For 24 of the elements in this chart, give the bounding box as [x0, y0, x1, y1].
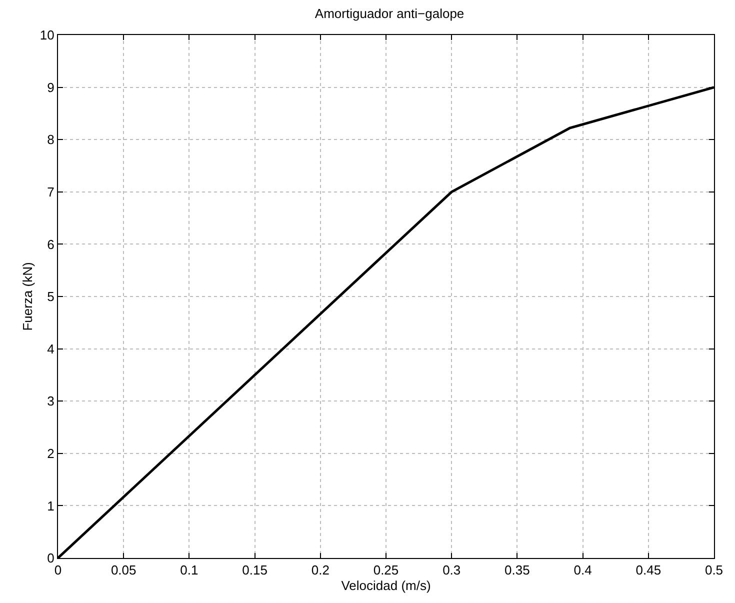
y-tick-label: 0 [47, 550, 54, 566]
y-tick-label: 1 [47, 498, 54, 514]
y-tick-label: 7 [47, 184, 54, 200]
x-tick-label: 0.5 [704, 562, 724, 578]
y-tick-label: 8 [47, 132, 54, 148]
x-tick-label: 0.3 [442, 562, 461, 578]
x-tick-label: 0.4 [574, 562, 592, 578]
x-tick-label: 0.15 [242, 562, 268, 578]
x-tick-label: 0.35 [504, 562, 530, 578]
x-tick-label: 0.2 [311, 562, 330, 578]
y-tick-label: 10 [40, 28, 54, 43]
x-axis-title: Velocidad (m/s) [341, 578, 431, 594]
y-tick-label: 2 [47, 446, 54, 461]
x-tick-label: 0.45 [636, 562, 662, 578]
y-tick-label: 4 [47, 341, 54, 356]
y-tick-label: 3 [47, 394, 54, 409]
y-axis-title: Fuerza (kN) [20, 262, 35, 331]
chart-title: Amortiguador anti−galope [314, 6, 464, 22]
y-tick-label: 5 [47, 289, 54, 304]
x-tick-label: 0.05 [110, 562, 136, 578]
x-tick-label: 0.25 [373, 562, 399, 578]
y-tick-label: 9 [47, 80, 54, 95]
x-tick-label: 0.1 [180, 562, 198, 578]
y-tick-label: 6 [47, 236, 54, 252]
